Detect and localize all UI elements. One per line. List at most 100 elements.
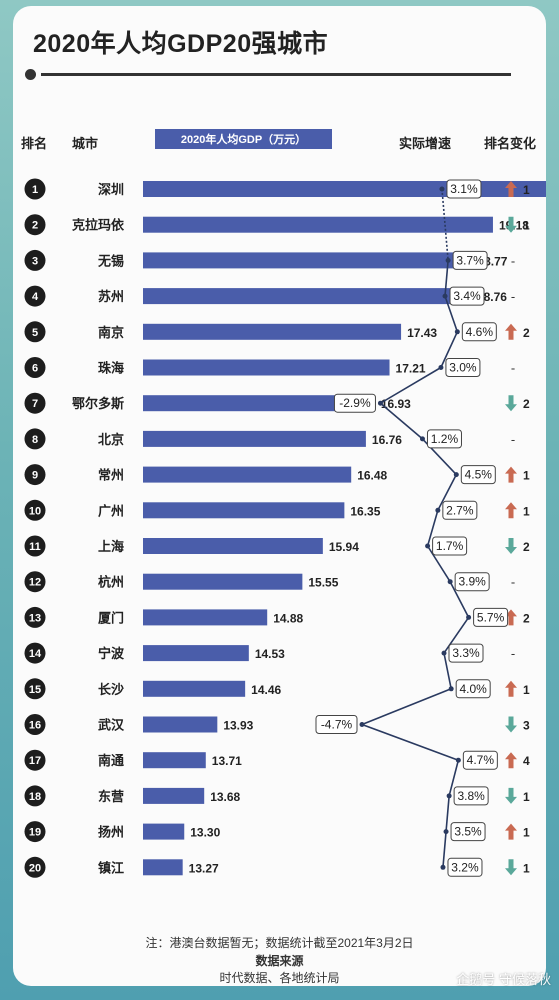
- gdp-bar-chart: 1深圳20.5912克拉玛依19.1813无锡18.77-4苏州18.76-5南…: [24, 178, 546, 878]
- growth-label-box: [446, 179, 482, 199]
- growth-line-segment: [449, 581, 470, 618]
- rank-number: 7: [32, 398, 38, 410]
- growth-label: 4.6%: [466, 325, 494, 339]
- rank-number: 2: [32, 220, 38, 232]
- growth-line-segment: [426, 545, 451, 583]
- growth-label-box: [461, 322, 497, 342]
- city-label: 上海: [98, 539, 124, 554]
- rank-up-arrow-icon: [505, 323, 517, 340]
- rank-badge: [24, 357, 46, 378]
- growth-line-segment: [445, 795, 450, 832]
- growth-point: [439, 186, 445, 192]
- gdp-value-label: 14.53: [255, 647, 285, 661]
- rank-badge: [24, 856, 46, 878]
- gdp-value-label: 14.88: [273, 611, 303, 625]
- growth-label-box: [447, 857, 483, 877]
- city-label: 广州: [98, 503, 124, 518]
- growth-label-box: [449, 286, 485, 306]
- rank-number: 15: [29, 684, 41, 696]
- chart-card: 2020年人均GDP20强城市 排名 城市 2020年人均GDP（万元） 实际增…: [13, 6, 546, 986]
- gdp-value-label: 13.71: [212, 754, 242, 768]
- rank-change-none: -: [511, 361, 515, 376]
- gdp-bar: [143, 359, 390, 376]
- rank-number: 14: [29, 648, 42, 660]
- header-gdp: 2020年人均GDP（万元）: [155, 129, 332, 149]
- rank-number: 6: [32, 363, 38, 375]
- rank-badge: [24, 821, 46, 843]
- title-rule: [41, 73, 511, 76]
- growth-point: [466, 614, 472, 620]
- growth-line-segment: [437, 474, 458, 511]
- rank-down-arrow-icon: [505, 787, 517, 804]
- growth-point: [419, 436, 425, 442]
- rank-change-value: 2: [523, 326, 530, 340]
- city-label: 扬州: [98, 825, 124, 840]
- gdp-value-label: 13.68: [210, 790, 240, 804]
- growth-label-box: [442, 500, 478, 520]
- rank-badge: [24, 428, 46, 450]
- rank-up-arrow-icon: [505, 466, 517, 483]
- rank-change-none: -: [511, 646, 515, 661]
- rank-badge: [24, 749, 46, 771]
- header-city: 城市: [72, 136, 99, 151]
- rank-badge: [24, 499, 46, 521]
- city-label: 杭州: [98, 575, 124, 590]
- gdp-bar: [143, 466, 352, 483]
- growth-line-segment: [380, 366, 442, 404]
- gdp-bar: [143, 395, 375, 412]
- growth-line-segment: [426, 510, 439, 547]
- rank-badge: [24, 285, 46, 307]
- gdp-bar: [143, 859, 183, 876]
- growth-label: 5.7%: [477, 610, 505, 624]
- rank-number: 16: [29, 720, 41, 732]
- growth-label: -2.9%: [339, 396, 371, 410]
- growth-label-box: [426, 429, 462, 449]
- growth-line-segment: [361, 723, 459, 761]
- growth-point: [440, 864, 446, 870]
- gdp-bar: [143, 680, 246, 697]
- growth-point: [442, 293, 448, 299]
- city-label: 南京: [98, 325, 124, 340]
- gdp-bar: [143, 573, 303, 590]
- growth-label-box: [455, 679, 491, 699]
- rank-badge: [24, 606, 46, 628]
- growth-point: [443, 829, 449, 835]
- rank-change-value: 3: [523, 719, 530, 733]
- city-label: 厦门: [98, 610, 124, 625]
- city-label: 南通: [98, 753, 124, 768]
- growth-label-box: [452, 250, 488, 270]
- gdp-value-label: 16.48: [357, 469, 387, 483]
- rank-down-arrow-icon: [505, 716, 517, 733]
- gdp-value-label: 16.35: [350, 504, 380, 518]
- rank-change-value: 1: [523, 469, 530, 483]
- rank-change-value: 1: [523, 683, 530, 697]
- rank-badge: [24, 392, 46, 414]
- rank-change-value: 1: [523, 183, 530, 197]
- growth-label-box: [448, 643, 484, 663]
- growth-point: [441, 650, 447, 656]
- growth-point: [447, 579, 453, 585]
- growth-point: [435, 507, 441, 513]
- header-rank-change: 排名变化: [484, 136, 537, 151]
- rank-up-arrow-icon: [505, 502, 517, 519]
- growth-label-box: [473, 607, 509, 627]
- gdp-bar: [143, 752, 206, 769]
- rank-change-none: -: [511, 253, 515, 268]
- rank-down-arrow-icon: [505, 395, 517, 412]
- growth-line-segment: [440, 331, 459, 368]
- rank-badge: [24, 464, 46, 486]
- growth-label: -4.7%: [321, 718, 353, 732]
- city-label: 长沙: [98, 682, 124, 697]
- city-label: 鄂尔多斯: [72, 396, 124, 411]
- gdp-value-label: 16.76: [372, 433, 402, 447]
- rank-number: 13: [29, 612, 41, 624]
- growth-point: [448, 686, 454, 692]
- growth-line-segment: [379, 402, 423, 440]
- growth-line-segment: [442, 831, 447, 868]
- rank-badge: [24, 535, 46, 557]
- city-label: 镇江: [98, 860, 124, 875]
- rank-down-arrow-icon: [505, 216, 517, 233]
- rank-change-value: 1: [523, 219, 530, 233]
- growth-label: 3.9%: [458, 575, 486, 589]
- city-label: 深圳: [98, 182, 124, 197]
